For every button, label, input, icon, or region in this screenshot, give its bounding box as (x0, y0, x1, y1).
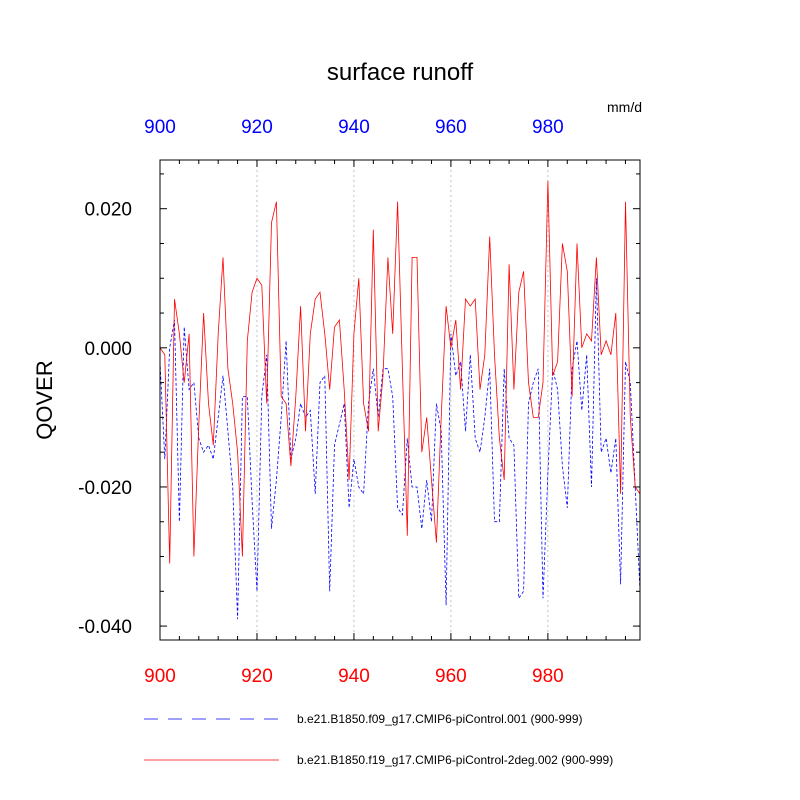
series-line-1 (159, 278, 641, 620)
y-tick-label: -0.020 (78, 478, 132, 499)
y-axis-label: QOVER (32, 360, 57, 439)
legend: b.e21.B1850.f09_g17.CMIP6-piControl.001 … (144, 712, 613, 767)
units-label: mm/d (607, 99, 642, 115)
x-tick-label-top: 940 (338, 117, 370, 138)
x-tick-label-bottom: 900 (144, 666, 176, 687)
x-tick-label-top: 960 (435, 117, 467, 138)
x-tick-label-bottom: 960 (435, 666, 467, 687)
x-tick-label-bottom: 940 (338, 666, 370, 687)
labels-layer: 900 900 920 920 940 940 960 960 980 980 -0.040 -0.0… (78, 117, 564, 687)
x-tick-label-bottom: 980 (532, 666, 564, 687)
x-tick-label-bottom: 920 (241, 666, 273, 687)
x-tick-label-top: 980 (532, 117, 564, 138)
series-layer (159, 180, 641, 620)
y-tick-label: 0.020 (84, 200, 132, 221)
y-tick-label: 0.000 (84, 339, 132, 360)
chart-title: surface runoff (327, 59, 474, 86)
series-line-2 (159, 180, 641, 564)
gridlines (256, 160, 549, 640)
plot-frame (159, 159, 641, 641)
y-tick-label: -0.040 (78, 617, 132, 638)
legend-label-series-2: b.e21.B1850.f19_g17.CMIP6-piControl-2deg… (297, 753, 613, 767)
x-tick-label-top: 920 (241, 117, 273, 138)
legend-label-series-1: b.e21.B1850.f09_g17.CMIP6-piControl.001 … (297, 712, 583, 726)
x-tick-label-top: 900 (144, 117, 176, 138)
